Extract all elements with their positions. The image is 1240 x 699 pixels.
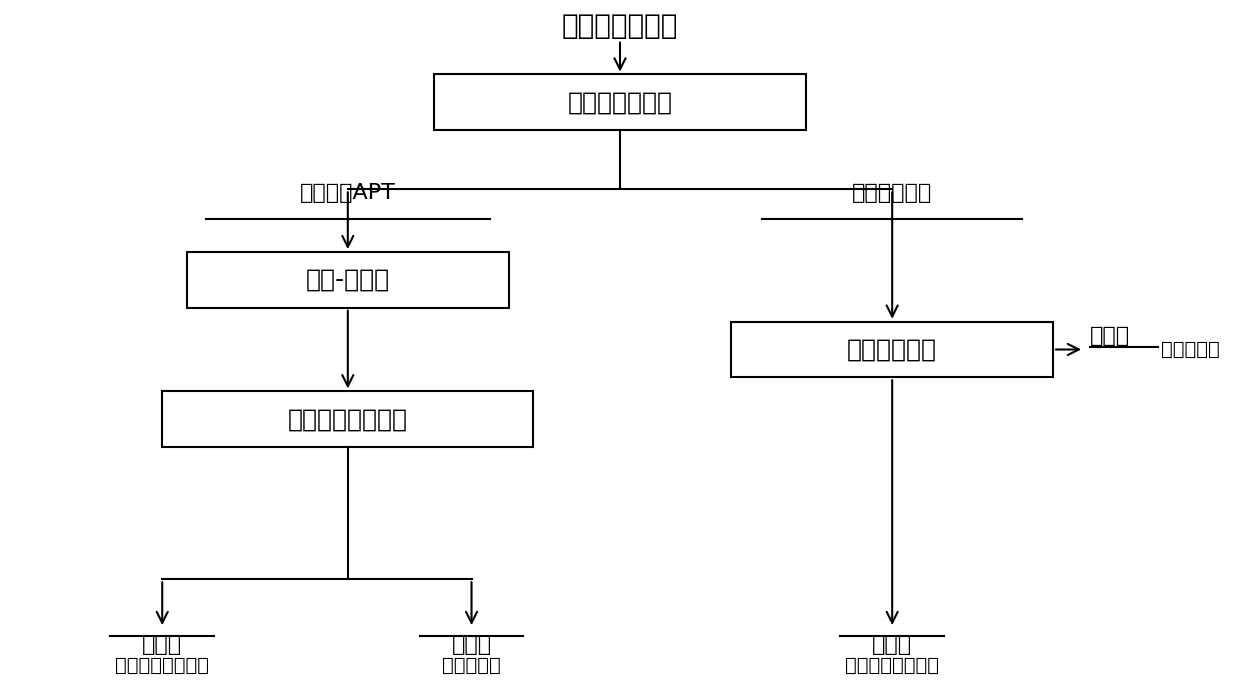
Text: （回收钼）: （回收钼） [443, 656, 501, 675]
FancyBboxPatch shape [732, 322, 1053, 377]
Text: 反萃液: 反萃液 [1090, 326, 1131, 346]
Text: （纯钼酸铵溶液）: （纯钼酸铵溶液） [846, 656, 939, 675]
Text: 蒸发结晶粗分离: 蒸发结晶粗分离 [568, 90, 672, 115]
Text: 萃取深度除钨: 萃取深度除钨 [847, 338, 937, 361]
Text: 离子交换深度除钼: 离子交换深度除钼 [288, 407, 408, 431]
Text: 解吸液: 解吸液 [451, 635, 491, 655]
Text: 高钼钨酸铵溶液: 高钼钨酸铵溶液 [562, 12, 678, 40]
FancyBboxPatch shape [162, 391, 533, 447]
Text: 富钼结晶母液: 富钼结晶母液 [852, 183, 932, 203]
Text: （回收钨）: （回收钨） [1161, 340, 1219, 359]
Text: （纯钨酸铵溶液）: （纯钨酸铵溶液） [115, 656, 210, 675]
Text: 贫钼粗制APT: 贫钼粗制APT [300, 183, 396, 203]
Text: 萃余液: 萃余液 [872, 635, 913, 655]
Text: 交后液: 交后液 [143, 635, 182, 655]
FancyBboxPatch shape [187, 252, 508, 308]
Text: 氨溶-硫代化: 氨溶-硫代化 [306, 268, 389, 292]
FancyBboxPatch shape [434, 75, 806, 130]
